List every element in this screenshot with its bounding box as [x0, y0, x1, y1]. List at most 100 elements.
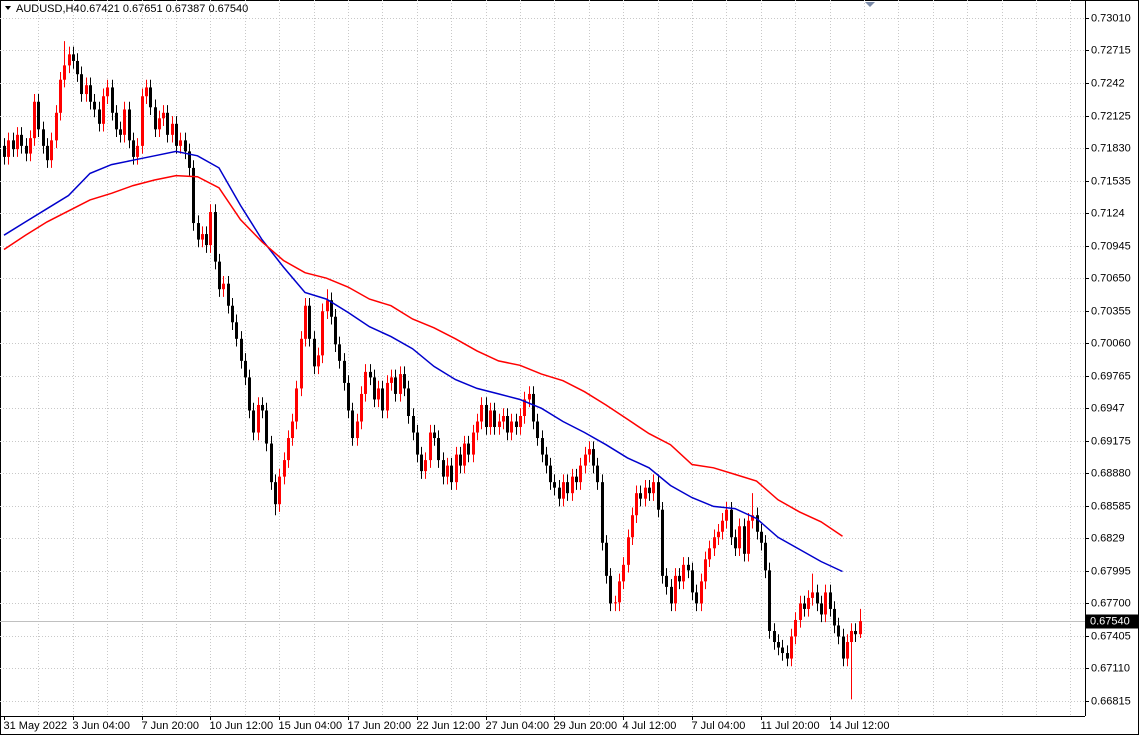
y-tick-label: 0.70355 — [1091, 305, 1131, 317]
candle-body — [218, 261, 221, 290]
candle-body — [162, 112, 165, 119]
candle-body — [566, 482, 569, 494]
candle-body — [381, 388, 384, 411]
candle-body — [351, 410, 354, 439]
candle-body — [240, 338, 243, 361]
candle-body — [407, 388, 410, 416]
candle-body — [16, 134, 19, 150]
candle-body — [171, 123, 174, 135]
candle-body — [631, 515, 634, 538]
candle-body — [859, 621, 862, 635]
candle-body — [261, 404, 264, 411]
candle-body — [46, 145, 49, 161]
candle-body — [790, 636, 793, 659]
candle-body — [558, 487, 561, 499]
candle-body — [837, 625, 840, 637]
candle-body — [609, 575, 612, 604]
candle-body — [816, 592, 819, 604]
candle-body — [682, 564, 685, 582]
candle-body — [803, 603, 806, 609]
candle-body — [743, 526, 746, 554]
candle-body — [446, 465, 449, 477]
menu-arrow[interactable] — [5, 6, 11, 10]
candle-body — [506, 415, 509, 433]
candle-body — [429, 432, 432, 461]
candle-body — [347, 382, 350, 411]
candle-body — [820, 603, 823, 615]
candle-body — [222, 283, 225, 290]
y-tick-label: 0.68585 — [1091, 500, 1131, 512]
candle-body — [197, 223, 200, 240]
candle-body — [678, 575, 681, 582]
x-tick-label: 31 May 2022 — [4, 720, 68, 732]
candle-body — [412, 415, 415, 433]
candle-body — [661, 509, 664, 576]
candle-body — [295, 388, 298, 422]
candle-body — [369, 371, 372, 378]
y-tick-label: 0.70650 — [1091, 272, 1131, 284]
candle-body — [734, 537, 737, 549]
y-tick-label: 0.66815 — [1091, 695, 1131, 707]
candle-body — [433, 432, 436, 439]
candle-body — [450, 465, 453, 483]
candle-body — [3, 145, 6, 157]
shift-marker[interactable] — [865, 2, 875, 7]
x-tick-label: 17 Jun 20:00 — [348, 720, 412, 732]
candle-body — [205, 234, 208, 246]
candle-body — [50, 140, 53, 161]
x-tick-label: 11 Jul 20:00 — [761, 720, 820, 732]
candle-body — [833, 608, 836, 626]
candle-body — [25, 145, 28, 154]
candle-body — [657, 482, 660, 510]
candle-body — [562, 482, 565, 499]
candle-body — [648, 487, 651, 494]
candle-body — [390, 377, 393, 383]
candle-body — [549, 465, 552, 483]
candle-body — [136, 145, 139, 157]
candle-body — [93, 101, 96, 110]
candle-body — [89, 85, 92, 102]
candle-body — [317, 355, 320, 367]
candle-body — [248, 377, 251, 411]
y-tick-label: 0.67110 — [1091, 662, 1130, 674]
candle-body — [106, 87, 109, 97]
candle-body — [420, 454, 423, 472]
candle-body — [330, 300, 333, 317]
candle-body — [175, 123, 178, 146]
candle-body — [695, 592, 698, 604]
y-tick-label: 0.6829 — [1091, 532, 1125, 544]
candle-body — [244, 360, 247, 378]
candle-body — [300, 338, 303, 389]
candle-body — [179, 140, 182, 146]
candle-body — [824, 592, 827, 615]
y-tick-label: 0.71535 — [1091, 175, 1131, 187]
x-tick-label: 4 Jul 12:00 — [623, 720, 677, 732]
candle-body — [756, 515, 759, 532]
candle-body — [541, 438, 544, 455]
candle-body — [622, 564, 625, 582]
candle-body — [214, 212, 217, 262]
y-tick-label: 0.68880 — [1091, 467, 1131, 479]
candle-body — [717, 531, 720, 538]
candle-body — [274, 482, 277, 505]
moving-average — [3, 150, 843, 573]
candle-body — [192, 167, 195, 224]
x-tick-label: 29 Jun 20:00 — [554, 720, 618, 732]
candle-body — [605, 542, 608, 576]
candle-body — [502, 415, 505, 422]
candle-body — [532, 393, 535, 422]
candle-body — [700, 581, 703, 604]
candle-body — [343, 360, 346, 383]
y-tick-label: 0.71830 — [1091, 142, 1131, 154]
candle-body — [278, 476, 281, 505]
candle-body — [519, 415, 522, 428]
candle-body — [338, 344, 341, 361]
candle-body — [394, 377, 397, 394]
candle-body — [149, 87, 152, 108]
candle-body — [794, 619, 797, 637]
candle-body — [691, 570, 694, 593]
candle-body — [68, 54, 71, 66]
candle-body — [545, 454, 548, 466]
candle-body — [20, 134, 23, 146]
